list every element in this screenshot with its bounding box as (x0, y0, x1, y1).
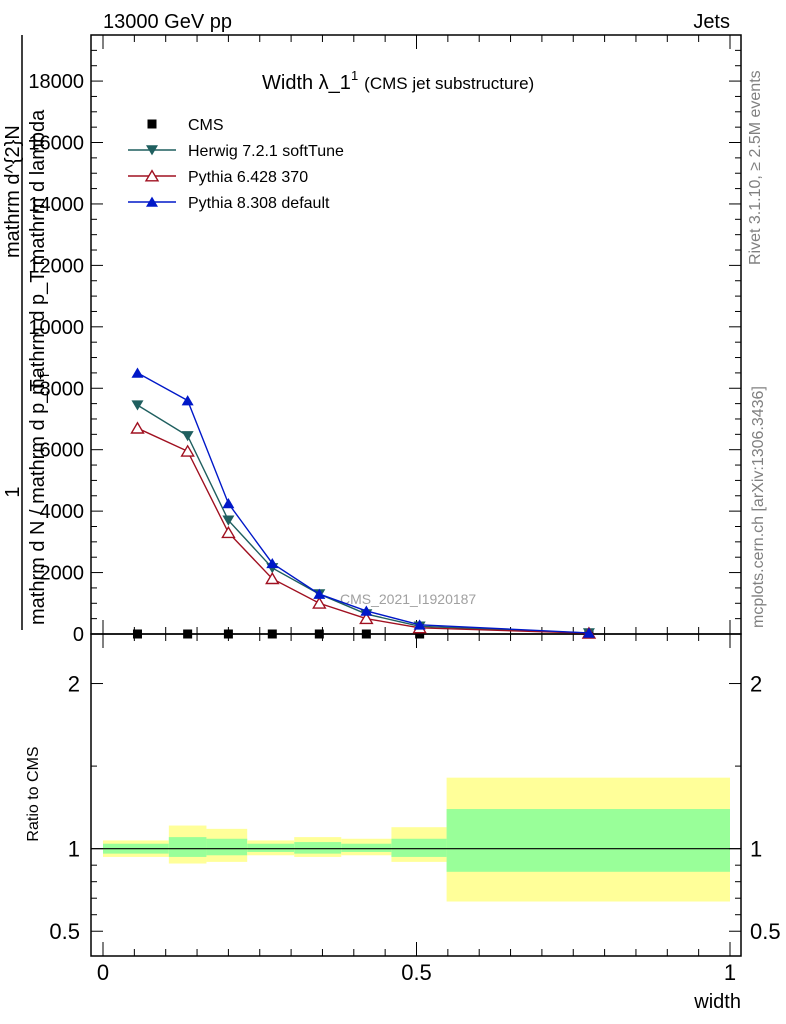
main-ytick-label-2: 4000 (40, 501, 85, 523)
series-2-point-0 (130, 421, 145, 434)
ratio-ytick-label-right-0: 0.5 (750, 919, 781, 944)
ratio-band-inner-4 (294, 842, 342, 854)
main-ytick-label-3: 6000 (40, 440, 85, 462)
analysis-watermark: CMS_2021_I1920187 (340, 591, 476, 607)
series-line-1 (137, 404, 589, 634)
ratio-bands (91, 777, 741, 902)
series-0-point-3 (267, 629, 277, 639)
legend-label-1: Herwig 7.2.1 softTune (188, 143, 344, 160)
series-1-point-2 (222, 515, 235, 526)
legend-label-0: CMS (188, 117, 224, 134)
series-0-point-5 (361, 629, 371, 639)
header-left: 13000 GeV pp (103, 11, 232, 33)
main-ytick-label-4: 8000 (40, 378, 85, 400)
ratio-band-inner-7 (446, 809, 730, 872)
ratio-band-inner-5 (341, 843, 392, 852)
y-label-numerator-b: mathrm d p_T mathrm d lambda (27, 109, 49, 395)
main-ytick-label-9: 18000 (28, 71, 84, 93)
series-1-point-0 (131, 400, 144, 411)
plot-title: Width λ_11 (CMS jet substructure) (262, 68, 534, 94)
ratio-ytick-label-left-1: 1 (68, 837, 80, 862)
legend: CMS Herwig 7.2.1 softTune Pythia 6.428 370… (128, 117, 344, 212)
series-3-point-2 (222, 498, 235, 509)
xtick-label-2: 1 (724, 960, 736, 985)
series-2-point-1 (180, 444, 195, 457)
series-2-point-2 (221, 525, 236, 539)
series-2-point-5 (359, 611, 374, 625)
series-layer (130, 367, 597, 639)
main-ytick-label-6: 12000 (28, 255, 84, 277)
series-0-point-1 (183, 629, 193, 639)
legend-marker-2 (144, 169, 160, 182)
ratio-ytick-label-right-1: 1 (750, 837, 762, 862)
ratio-y-axis-label: Ratio to CMS (25, 746, 42, 841)
series-3-point-4 (313, 588, 326, 599)
ratio-band-inner-6 (391, 838, 447, 857)
series-0-point-6 (415, 629, 425, 639)
ratio-ytick-label-left-2: 2 (68, 672, 80, 697)
xtick-label-1: 0.5 (401, 960, 432, 985)
x-axis-label: width (693, 991, 741, 1013)
series-line-2 (137, 427, 589, 634)
main-ytick-label-7: 14000 (28, 194, 84, 216)
series-3-point-3 (266, 557, 279, 569)
xtick-label-0: 0 (97, 960, 109, 985)
legend-label-2: Pythia 6.428 370 (188, 169, 308, 186)
ratio-band-inner-1 (168, 837, 207, 857)
main-ytick-label-1: 2000 (40, 563, 85, 585)
legend-marker-1 (146, 145, 158, 156)
series-3-point-5 (360, 605, 373, 616)
legend-marker-3 (146, 196, 158, 207)
main-ytick-label-5: 10000 (28, 317, 84, 339)
series-line-3 (137, 372, 589, 634)
series-0-point-0 (132, 629, 142, 639)
legend-marker-0 (147, 119, 157, 129)
rivet-label: Rivet 3.1.10, ≥ 2.5M events (747, 70, 764, 265)
y-label-one: 1 (2, 486, 24, 497)
series-3-point-1 (181, 395, 194, 406)
series-2-point-3 (265, 571, 280, 585)
header-right: Jets (693, 11, 730, 33)
axis-ticks: 0 2000 4000 6000 8000 10000 12000 14000 16000 180… (28, 34, 781, 985)
mcplots-label: mcplots.cern.ch [arXiv:1306.3436] (750, 386, 767, 628)
series-1-point-1 (181, 431, 194, 442)
y-label-denominator: mathrm d N / mathrm d p_TT (27, 371, 52, 625)
ratio-ytick-label-right-2: 2 (750, 672, 762, 697)
ratio-band-inner-3 (247, 843, 295, 852)
series-3-point-6 (413, 619, 426, 630)
series-2-point-4 (312, 596, 327, 609)
ratio-band-inner-2 (206, 838, 248, 856)
main-ytick-label-0: 0 (73, 624, 84, 646)
series-0-point-2 (223, 629, 233, 639)
main-ytick-label-8: 16000 (28, 133, 84, 155)
ratio-ytick-label-left-0: 0.5 (49, 919, 80, 944)
legend-label-3: Pythia 8.308 default (188, 195, 330, 212)
series-3-point-0 (131, 367, 144, 378)
series-3-point-7 (582, 627, 595, 638)
series-0-point-4 (314, 629, 324, 639)
y-label-numerator-a: mathrm d^{2}N (2, 125, 24, 258)
main-y-axis-label: 1 mathrm d N / mathrm d p_TT mathrm d^{2… (2, 35, 52, 630)
